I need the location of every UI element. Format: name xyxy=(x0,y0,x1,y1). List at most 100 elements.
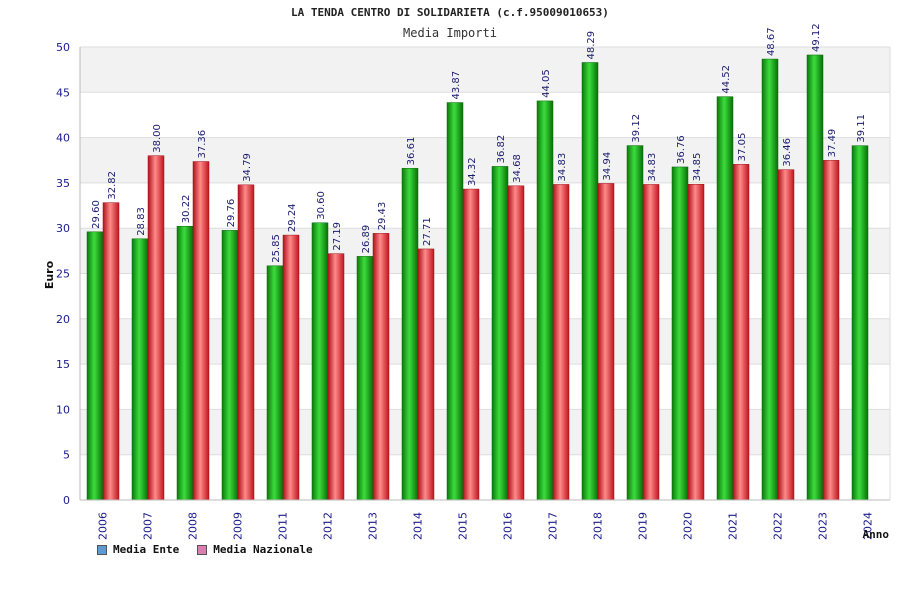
y-tick-label: 10 xyxy=(56,403,70,416)
legend-item-media-ente: Media Ente xyxy=(97,543,179,556)
bar-media-ente xyxy=(356,256,374,501)
data-label: 34.85 xyxy=(692,153,703,182)
x-tick-label: 2009 xyxy=(232,512,245,540)
grid-band xyxy=(80,137,890,183)
bar-media-ente xyxy=(131,238,149,501)
x-tick-label: 2008 xyxy=(187,512,200,540)
y-tick-label: 40 xyxy=(56,132,70,145)
data-label: 34.32 xyxy=(467,157,478,186)
x-tick-label: 2013 xyxy=(367,512,380,540)
y-tick-label: 30 xyxy=(56,222,70,235)
data-label: 27.71 xyxy=(422,217,433,246)
data-label: 29.24 xyxy=(287,203,298,232)
data-label: 37.36 xyxy=(197,130,208,159)
bar-media-ente xyxy=(671,166,689,501)
x-tick-label: 2018 xyxy=(592,512,605,540)
grid-band xyxy=(80,228,890,274)
bar-media-ente xyxy=(761,58,779,501)
x-tick-label: 2007 xyxy=(142,512,155,540)
x-tick-label: 2016 xyxy=(502,512,515,540)
bar-media-nazionale xyxy=(192,161,210,501)
bar-media-ente xyxy=(401,168,419,501)
data-label: 34.83 xyxy=(557,153,568,182)
y-tick-label: 45 xyxy=(56,86,70,99)
data-label: 37.05 xyxy=(737,133,748,162)
chart-legend: Media Ente Media Nazionale xyxy=(97,543,313,556)
data-label: 30.60 xyxy=(316,191,327,220)
data-label: 48.29 xyxy=(586,31,597,60)
x-tick-label: 2020 xyxy=(682,512,695,540)
bar-media-nazionale xyxy=(102,202,120,501)
x-tick-label: 2022 xyxy=(772,512,785,540)
data-label: 32.82 xyxy=(107,171,118,200)
data-label: 37.49 xyxy=(827,129,838,158)
legend-swatch-media-nazionale xyxy=(197,544,208,555)
bar-media-ente xyxy=(806,54,824,501)
grid-band xyxy=(80,273,890,319)
bar-media-ente xyxy=(851,145,869,501)
bar-media-nazionale xyxy=(777,169,795,501)
bar-media-ente xyxy=(446,102,464,501)
data-label: 34.94 xyxy=(602,152,613,181)
grid-band xyxy=(80,92,890,138)
grid-band xyxy=(80,182,890,229)
data-label: 34.68 xyxy=(512,154,523,183)
x-tick-label: 2019 xyxy=(637,512,650,540)
x-axis-label: Anno xyxy=(863,528,890,541)
data-label: 36.46 xyxy=(782,138,793,167)
grid-band xyxy=(80,364,890,410)
data-label: 39.11 xyxy=(856,114,867,143)
legend-item-media-nazionale: Media Nazionale xyxy=(197,543,313,556)
bar-media-nazionale xyxy=(507,185,525,501)
bar-media-ente xyxy=(716,96,734,501)
data-label: 25.85 xyxy=(271,234,282,263)
bar-media-nazionale xyxy=(597,183,615,501)
bar-media-ente xyxy=(221,230,239,501)
y-tick-label: 25 xyxy=(56,268,70,281)
y-tick-label: 15 xyxy=(56,358,70,371)
x-tick-label: 2012 xyxy=(322,512,335,540)
bar-media-nazionale xyxy=(822,160,840,501)
grid-band xyxy=(80,409,890,455)
data-label: 34.83 xyxy=(647,153,658,182)
bar-media-nazionale xyxy=(372,233,390,501)
bar-media-ente xyxy=(311,222,329,501)
legend-swatch-media-ente xyxy=(97,544,107,555)
x-tick-label: 2006 xyxy=(97,512,110,540)
data-label: 44.52 xyxy=(721,65,732,94)
data-label: 44.05 xyxy=(541,69,552,98)
bar-media-nazionale xyxy=(237,184,255,501)
data-label: 36.76 xyxy=(676,135,687,164)
data-label: 34.79 xyxy=(242,153,253,182)
bar-media-nazionale xyxy=(147,155,165,501)
y-tick-label: 35 xyxy=(56,177,70,190)
data-label: 30.22 xyxy=(181,195,192,224)
bar-media-ente xyxy=(626,145,644,501)
x-tick-label: 2021 xyxy=(727,512,740,540)
data-label: 36.61 xyxy=(406,137,417,166)
data-label: 39.12 xyxy=(631,114,642,143)
data-label: 28.83 xyxy=(136,207,147,236)
y-axis-label: Euro xyxy=(43,260,56,289)
data-label: 38.00 xyxy=(152,124,163,153)
data-label: 48.67 xyxy=(766,27,777,56)
y-tick-label: 20 xyxy=(56,313,70,326)
bar-media-ente xyxy=(491,166,509,501)
x-tick-label: 2011 xyxy=(277,512,290,540)
x-tick-label: 2017 xyxy=(547,512,560,540)
y-tick-label: 50 xyxy=(56,41,70,54)
bar-media-ente xyxy=(86,231,104,501)
data-label: 29.76 xyxy=(226,199,237,228)
data-label: 29.60 xyxy=(91,200,102,229)
data-label: 49.12 xyxy=(811,23,822,52)
x-tick-label: 2015 xyxy=(457,512,470,540)
legend-label-media-ente: Media Ente xyxy=(113,543,180,556)
bar-media-ente xyxy=(581,62,599,501)
bar-media-ente xyxy=(176,225,194,501)
legend-label-media-nazionale: Media Nazionale xyxy=(213,543,313,556)
data-label: 29.43 xyxy=(377,202,388,231)
bar-media-nazionale xyxy=(642,184,660,501)
data-label: 26.89 xyxy=(361,225,372,254)
x-tick-label: 2024 xyxy=(862,512,875,540)
